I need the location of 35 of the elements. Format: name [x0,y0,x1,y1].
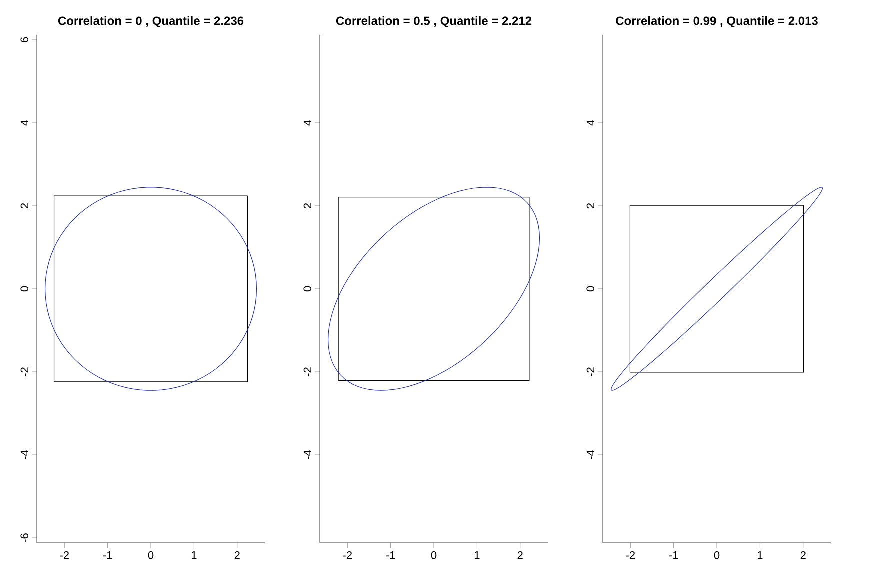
y-tick-label: -6 [20,534,28,542]
x-tick-label: -2 [626,552,635,560]
y-tick-label: 2 [586,203,595,209]
chart-title: Correlation = 0.99 , Quantile = 2.013 [616,16,818,28]
y-tick-label: 4 [304,120,312,126]
y-tick-label: -2 [586,368,595,376]
x-tick-label: -2 [343,552,352,560]
x-tick-label: 0 [431,552,437,560]
y-tick-label: 2 [304,203,312,209]
x-tick-label: 0 [714,552,720,560]
x-tick-label: 2 [234,552,240,560]
y-tick-label: 0 [586,286,595,292]
x-tick-label: 1 [474,552,480,560]
x-tick-label: 0 [148,552,154,560]
x-tick-label: -1 [386,552,396,560]
y-tick-label: -2 [20,368,28,376]
y-tick-label: 0 [20,286,28,292]
chart-title: Correlation = 0 , Quantile = 2.236 [58,16,244,28]
y-tick-label: 0 [304,286,312,292]
y-tick-label: -4 [20,450,28,460]
x-tick-label: 2 [800,552,806,560]
x-tick-label: 1 [192,552,197,560]
x-tick-label: 1 [758,552,763,560]
y-tick-label: -4 [586,450,595,460]
x-tick-label: 2 [518,552,523,560]
y-tick-label: -2 [304,368,312,376]
y-tick-label: 4 [20,120,28,126]
x-tick-label: -2 [60,552,69,560]
y-tick-label: 2 [20,203,28,209]
chart-title: Correlation = 0.5 , Quantile = 2.212 [336,16,532,28]
y-tick-label: -4 [304,450,312,460]
y-tick-label: 6 [20,37,28,42]
x-tick-label: -1 [669,552,678,560]
y-tick-label: 4 [586,120,595,126]
x-tick-label: -1 [103,552,112,560]
